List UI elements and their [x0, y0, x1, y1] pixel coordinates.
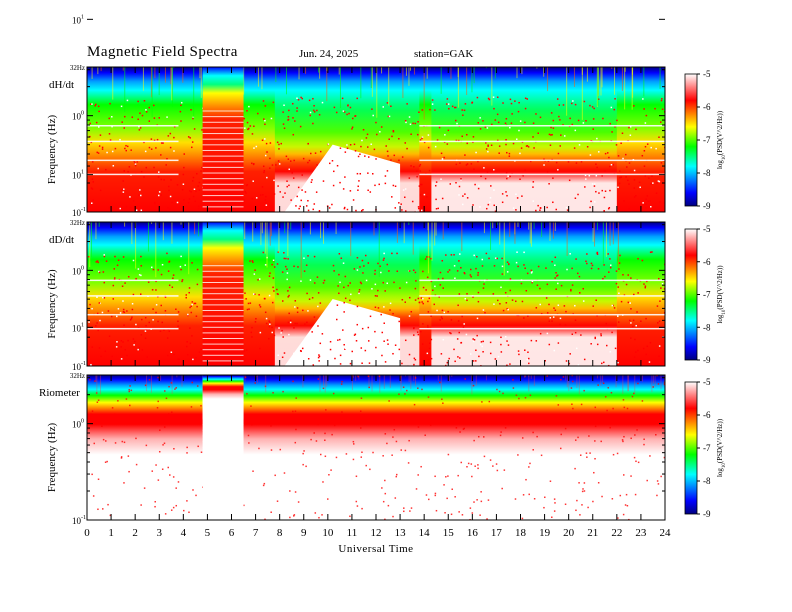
y-tick-label: 32Hz	[70, 64, 85, 72]
x-tick-label: 2	[132, 527, 138, 539]
x-tick-label: 24	[660, 527, 672, 539]
panel-label: dD/dt	[49, 234, 74, 246]
x-tick-label: 9	[301, 527, 307, 539]
colorbar-tick-label: -7	[703, 290, 711, 300]
x-tick-label: 0	[84, 527, 90, 539]
y-tick-label: 32Hz	[70, 219, 85, 227]
colorbar-tick-label: -6	[703, 410, 711, 420]
y-tick-label: 10	[72, 112, 82, 122]
y-tick-exponent: -1	[81, 515, 86, 521]
colorbar-tick-label: -5	[703, 69, 711, 79]
chart-title: Magnetic Field Spectra	[87, 44, 238, 60]
colorbar-label: log10(PSD(V^2/Hz))	[716, 265, 727, 324]
x-tick-label: 10	[322, 527, 334, 539]
y-tick-label: 10	[72, 420, 82, 430]
x-tick-label: 23	[635, 527, 647, 539]
station-label: station=GAK	[414, 48, 474, 60]
colorbar	[684, 228, 698, 361]
y-tick-label: 10	[72, 171, 82, 181]
colorbar-tick-label: -8	[703, 322, 711, 332]
y-tick-label: 10	[72, 266, 82, 276]
x-tick-label: 17	[491, 527, 503, 539]
colorbar-tick-label: -9	[703, 201, 711, 211]
y-tick-label: 10	[72, 208, 82, 218]
x-tick-label: 13	[395, 527, 407, 539]
x-tick-label: 3	[157, 527, 163, 539]
colorbar-tick-label: -5	[703, 224, 711, 234]
y-tick-exponent: 1	[81, 170, 84, 176]
y-tick-label: 10	[72, 15, 82, 25]
y-tick-exponent: 0	[81, 111, 84, 117]
low-frequency-void	[284, 144, 401, 212]
x-tick-label: 6	[229, 527, 235, 539]
y-tick-exponent: -1	[81, 207, 86, 213]
colorbar-label: log10(PSD(V^2/Hz))	[716, 110, 727, 169]
y-axis-label: Frequency (Hz)	[46, 269, 58, 339]
x-tick-label: 16	[467, 527, 479, 539]
x-tick-label: 20	[563, 527, 575, 539]
x-tick-label: 18	[515, 527, 527, 539]
colorbar-tick-label: -6	[703, 257, 711, 267]
colorbar-tick-label: -8	[703, 476, 711, 486]
colorbar	[684, 381, 698, 515]
colorbar-tick-label: -8	[703, 168, 711, 178]
x-tick-label: 14	[419, 527, 431, 539]
x-tick-label: 7	[253, 527, 259, 539]
y-axis-label: Frequency (Hz)	[46, 115, 58, 185]
y-tick-exponent: 0	[81, 419, 84, 425]
x-tick-label: 5	[205, 527, 211, 539]
x-tick-label: 12	[371, 527, 382, 539]
y-tick-label: 10	[72, 323, 82, 333]
y-tick-label: 32Hz	[70, 372, 85, 380]
colorbar-tick-label: -7	[703, 135, 711, 145]
x-tick-label: 15	[443, 527, 455, 539]
y-tick-exponent: 0	[81, 265, 84, 271]
x-tick-label: 11	[347, 527, 358, 539]
x-tick-label: 8	[277, 527, 283, 539]
x-tick-label: 19	[539, 527, 551, 539]
colorbar-tick-label: -9	[703, 509, 711, 519]
colorbar-tick-label: -5	[703, 377, 711, 387]
x-axis-label: Universal Time	[338, 543, 413, 555]
panel-label: dH/dt	[49, 79, 74, 91]
y-tick-exponent: 1	[81, 14, 84, 20]
y-tick-label: 10	[72, 362, 82, 372]
colorbar	[684, 73, 698, 207]
y-tick-label: 10	[72, 516, 82, 526]
x-tick-label: 4	[181, 527, 187, 539]
quiet-interval-late	[431, 67, 617, 212]
y-tick-exponent: 1	[81, 322, 84, 328]
spectrogram-field	[87, 375, 665, 520]
colorbar-tick-label: -6	[703, 102, 711, 112]
x-tick-label: 1	[108, 527, 114, 539]
colorbar-label: log10(PSD(V^2/Hz))	[716, 418, 727, 477]
x-tick-label: 22	[611, 527, 622, 539]
colorbar-tick-label: -7	[703, 443, 711, 453]
colorbar-tick-label: -9	[703, 355, 711, 365]
y-tick-exponent: -1	[81, 361, 86, 367]
y-axis-label: Frequency (Hz)	[46, 423, 58, 493]
x-tick-label: 21	[587, 527, 598, 539]
panel-label: Riometer	[39, 387, 80, 399]
chart-date: Jun. 24, 2025	[299, 48, 359, 60]
